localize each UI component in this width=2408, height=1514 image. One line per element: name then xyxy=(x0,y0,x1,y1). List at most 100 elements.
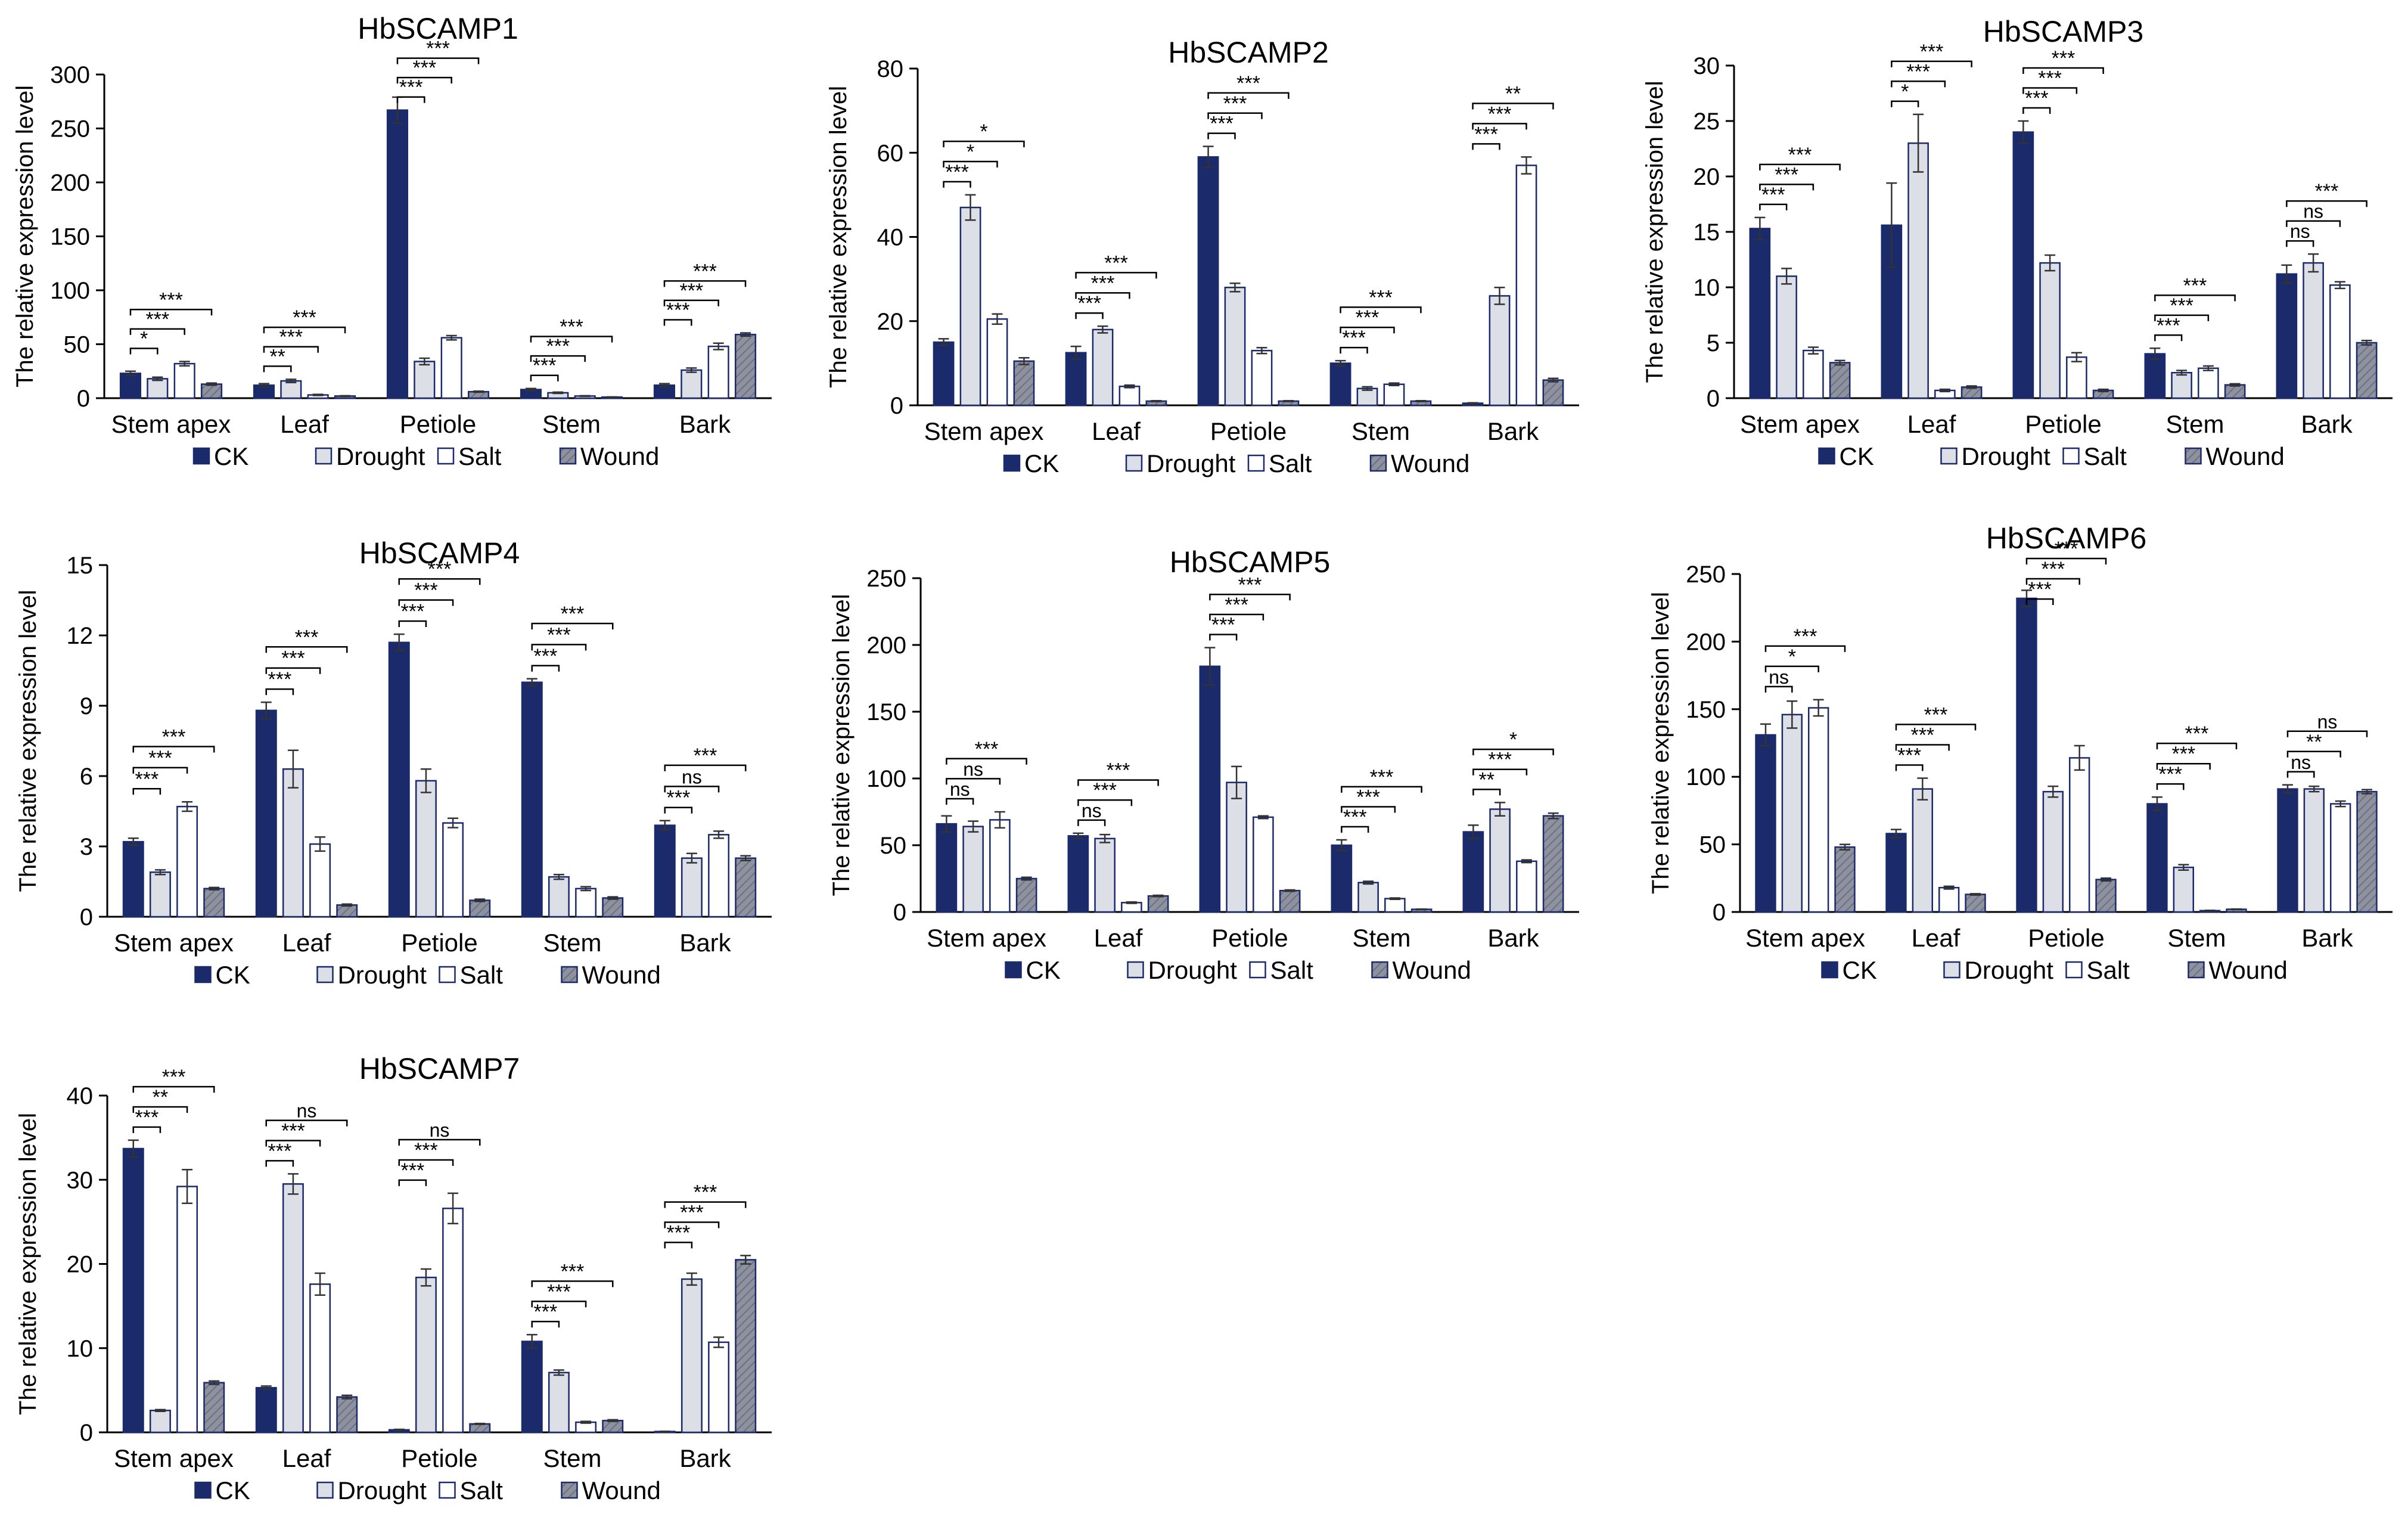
significance-bracket xyxy=(132,767,188,774)
bar-wound-petiole xyxy=(1279,889,1301,913)
significance-label: *** xyxy=(2171,743,2195,765)
y-tick-label: 0 xyxy=(1713,899,1726,926)
significance-label: *** xyxy=(945,161,969,184)
significance-label: *** xyxy=(547,1280,571,1303)
significance-bracket xyxy=(2025,598,2054,606)
significance-bracket xyxy=(398,1159,454,1166)
bar-wound-bark xyxy=(734,333,757,399)
bar-wound-stem-apex xyxy=(1829,362,1851,399)
significance-label: *** xyxy=(293,306,316,329)
significance-bracket xyxy=(1341,786,1422,793)
significance-bracket xyxy=(1764,665,1819,672)
bar-drought-stem-apex xyxy=(962,826,984,913)
y-tick-label: 0 xyxy=(77,386,90,412)
significance-bracket xyxy=(1891,100,1919,107)
bar-ck-petiole xyxy=(386,109,409,399)
legend-label-salt: Salt xyxy=(458,442,502,470)
significance-bracket xyxy=(2154,294,2236,302)
y-tick-label: 150 xyxy=(50,224,90,250)
x-tick-label: Bark xyxy=(679,929,731,957)
significance-bracket xyxy=(531,644,587,651)
significance-bracket xyxy=(1759,163,1841,170)
bar-drought-leaf xyxy=(1907,142,1929,399)
significance-bracket xyxy=(1764,645,1846,652)
significance-bracket xyxy=(2286,750,2341,758)
significance-bracket xyxy=(263,346,319,353)
legend-label-salt: Salt xyxy=(2087,956,2130,984)
y-tick-label: 25 xyxy=(1694,108,1720,135)
significance-label: *** xyxy=(1342,327,1366,349)
legend-label-ck: CK xyxy=(216,1476,250,1504)
significance-bracket xyxy=(132,746,215,753)
significance-bracket xyxy=(1895,724,1977,731)
legend-swatch-ck xyxy=(1818,447,1835,465)
significance-bracket xyxy=(396,57,480,64)
bar-ck-petiole xyxy=(1199,665,1221,913)
significance-bracket xyxy=(663,280,747,287)
significance-label: ns xyxy=(2291,752,2311,773)
x-tick-label: Petiole xyxy=(400,410,476,438)
significance-label: *** xyxy=(2157,314,2180,337)
significance-bracket xyxy=(1472,789,1501,796)
bar-drought-stem xyxy=(1357,882,1379,913)
significance-label: *** xyxy=(428,558,452,581)
significance-bracket xyxy=(664,1221,720,1228)
chart-title: HbSCAMP2 xyxy=(1168,36,1329,69)
significance-bracket xyxy=(1895,764,1924,771)
significance-label: *** xyxy=(1924,703,1948,726)
y-tick-label: 50 xyxy=(1699,832,1726,858)
significance-label: *** xyxy=(1794,625,1817,648)
significance-bracket xyxy=(2286,240,2314,247)
significance-bracket xyxy=(1341,826,1369,833)
significance-label: *** xyxy=(666,1221,690,1244)
y-tick-label: 15 xyxy=(67,553,94,579)
significance-bracket xyxy=(2022,67,2104,75)
significance-label: *** xyxy=(2315,180,2339,203)
significance-label: *** xyxy=(694,1181,717,1204)
chart-title: HbSCAMP5 xyxy=(1170,545,1331,579)
bar-wound-petiole xyxy=(2095,879,2117,913)
significance-bracket xyxy=(1077,799,1133,806)
y-axis-label: The relative expression level xyxy=(1648,592,1674,894)
significance-bracket xyxy=(2286,200,2367,207)
y-tick-label: 30 xyxy=(67,1167,94,1193)
significance-bracket xyxy=(1207,92,1290,99)
significance-bracket xyxy=(1891,80,1946,88)
significance-label: *** xyxy=(693,260,717,283)
legend-swatch-drought xyxy=(1940,447,1958,465)
bar-ck-stem-apex xyxy=(119,373,142,399)
bar-salt-stem-apex xyxy=(989,819,1011,913)
significance-label: *** xyxy=(2185,722,2209,745)
x-tick-label: Stem xyxy=(543,1444,601,1472)
significance-bracket xyxy=(664,1242,693,1249)
bar-ck-stem-apex xyxy=(122,840,144,918)
bar-drought-petiole xyxy=(2039,262,2061,399)
legend-label-salt: Salt xyxy=(460,961,504,989)
significance-label: *** xyxy=(1474,123,1498,145)
significance-label: * xyxy=(1901,80,1909,103)
significance-label: *** xyxy=(1920,41,1944,63)
significance-label: *** xyxy=(561,1260,585,1283)
significance-label: *** xyxy=(281,1119,305,1142)
y-tick-label: 250 xyxy=(1686,561,1726,588)
legend-label-ck: CK xyxy=(216,961,250,989)
bar-wound-leaf xyxy=(336,1396,358,1434)
significance-bracket xyxy=(664,786,720,793)
legend-swatch-wound xyxy=(2188,961,2205,979)
bar-drought-leaf xyxy=(280,380,302,399)
significance-label: *** xyxy=(2055,538,2078,560)
significance-label: *** xyxy=(400,600,424,623)
bar-drought-stem xyxy=(548,876,570,918)
legend-swatch-salt xyxy=(1249,961,1266,979)
legend-label-salt: Salt xyxy=(460,1476,504,1504)
legend-label-drought: Drought xyxy=(1148,956,1238,984)
significance-label: *** xyxy=(135,1106,159,1129)
significance-bracket xyxy=(1472,143,1500,150)
bar-drought-bark xyxy=(2303,262,2324,399)
significance-bracket xyxy=(1341,806,1396,813)
bar-drought-petiole xyxy=(415,1276,437,1434)
significance-label: *** xyxy=(399,76,423,99)
bar-wound-bark xyxy=(2356,790,2378,913)
x-tick-label: Petiole xyxy=(1210,417,1287,445)
significance-bracket xyxy=(132,1085,215,1093)
